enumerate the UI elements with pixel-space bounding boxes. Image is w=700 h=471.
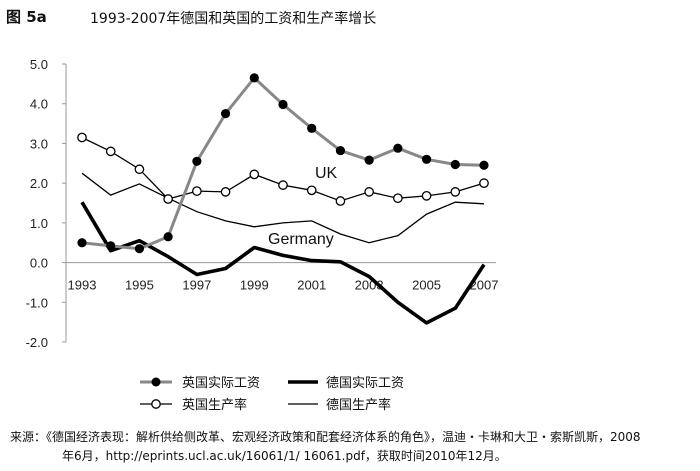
source-note: 来源：《德国经济表现：解析供给侧改革、宏观经济政策和配套经济体系的角色》，温迪・… [10, 428, 690, 466]
uk-wages-point [249, 73, 259, 83]
x-tick-label: 1999 [240, 278, 269, 293]
uk-productivity-point [105, 146, 116, 157]
legend-uk-productivity-label: 英国生产率 [182, 397, 247, 413]
x-tick-label: 2005 [412, 278, 441, 293]
uk-wages-point [393, 143, 403, 153]
annotation-germany: Germany [268, 231, 334, 248]
source-line-1: 《德国经济表现：解析供给侧改革、宏观经济政策和配套经济体系的角色》，温迪・卡琳和… [46, 430, 641, 444]
uk-wages-point [307, 123, 317, 133]
y-tick-label: -1.0 [26, 295, 48, 310]
uk-wages-point [479, 160, 489, 170]
legend-uk-wages-marker [151, 377, 161, 387]
uk-productivity-point [77, 132, 87, 143]
uk-productivity-point [192, 186, 202, 196]
uk-productivity-point [479, 178, 489, 188]
uk-productivity-point [450, 187, 461, 197]
uk-wages-point [106, 241, 116, 251]
uk-wages-point [450, 159, 460, 170]
legend-uk-productivity-marker [151, 399, 161, 409]
uk-productivity-point [249, 169, 260, 180]
uk-wages-point [134, 244, 145, 254]
source-line-2: 年6月，http://eprints.ucl.ac.uk/16061/1/ 16… [62, 449, 507, 463]
y-tick-label: 3.0 [30, 136, 48, 151]
uk-wages-point [364, 155, 374, 165]
legend-de-productivity-label: 德国生产率 [326, 397, 391, 413]
uk-productivity-point [393, 193, 403, 204]
uk-productivity-point [163, 194, 173, 204]
uk-productivity-point [278, 180, 288, 190]
y-tick-label: 5.0 [30, 57, 48, 72]
uk-productivity-point [306, 185, 317, 196]
uk-wages-point [278, 99, 288, 110]
series-de-productivity-line [81, 172, 485, 244]
uk-wages-point [421, 154, 432, 164]
x-tick-label: 2001 [297, 278, 326, 293]
x-tick-label: 2007 [470, 278, 499, 293]
legend-uk-wages-label: 英国实际工资 [182, 376, 260, 391]
uk-wages-point [77, 238, 87, 248]
uk-productivity-point [220, 187, 231, 197]
y-tick-label: 1.0 [30, 216, 48, 231]
annotation-uk: UK [315, 165, 338, 182]
line-chart: 5.0 4.0 3.0 2.0 1.0 0.0 -1.0 -2.0 1993 1995 1997 19… [26, 57, 499, 413]
uk-wages-point [192, 156, 202, 166]
y-tick-label: 4.0 [30, 97, 48, 112]
uk-wages-point [163, 232, 173, 242]
figure-label: 图 5a [6, 8, 47, 26]
x-tick-label: 1995 [125, 278, 154, 293]
uk-productivity-point [335, 196, 346, 206]
chart-title: 1993-2007年德国和英国的工资和生产率增长 [90, 11, 377, 27]
legend-de-wages-label: 德国实际工资 [326, 376, 404, 391]
uk-productivity-point [364, 187, 374, 197]
uk-productivity-point [134, 164, 145, 175]
x-tick-label: 1997 [182, 278, 211, 293]
uk-wages-point [220, 109, 231, 119]
uk-wages-point [335, 145, 346, 156]
y-tick-label: 0.0 [30, 256, 48, 271]
y-tick-label: -2.0 [26, 335, 48, 350]
y-tick-label: 2.0 [30, 176, 48, 191]
uk-productivity-point [421, 191, 432, 201]
x-tick-label: 1993 [68, 278, 97, 293]
source-prefix: 来源： [10, 430, 47, 444]
